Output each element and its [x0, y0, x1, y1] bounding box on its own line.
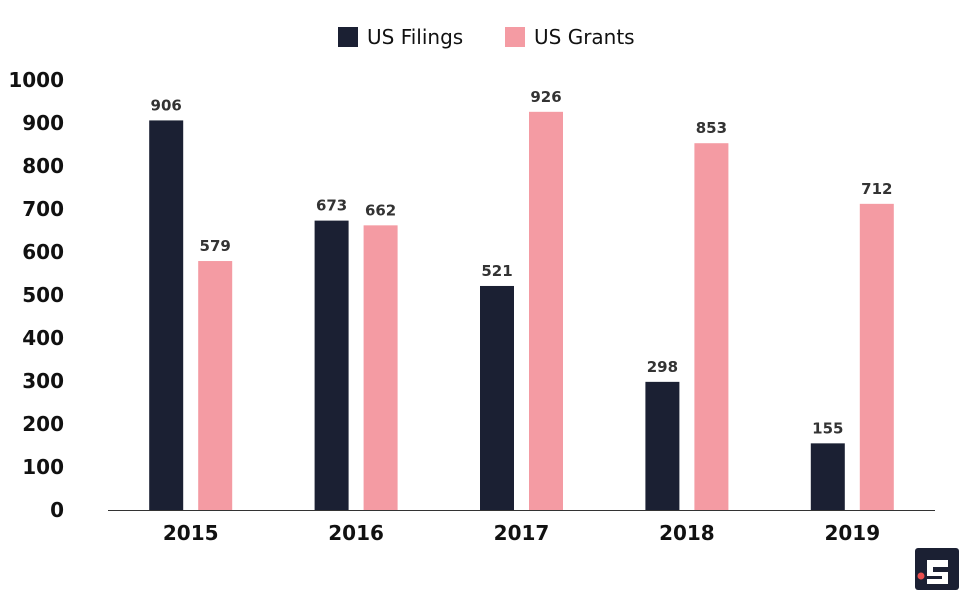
bar-2015-1 — [149, 120, 184, 511]
x-axis: 2015 2016 2017 2018 2019 — [108, 510, 935, 545]
data-label-2018-1: 298 — [647, 358, 678, 376]
data-label-2015-1: 906 — [151, 96, 182, 114]
y-axis: 0 100 200 300 400 500 600 700 800 900 1000 — [8, 68, 64, 522]
x-tick-label-2016: 2016 — [328, 521, 384, 545]
legend: US Filings US Grants — [338, 25, 635, 49]
y-tick-label: 900 — [22, 111, 64, 135]
legend-swatch-2 — [505, 27, 525, 47]
y-tick-label: 100 — [22, 455, 64, 479]
legend-label-1: US Filings — [367, 25, 463, 49]
x-tick-label-2019: 2019 — [824, 521, 880, 545]
bar-2019-1 — [810, 443, 845, 510]
bars — [149, 111, 894, 511]
data-label-2017-2: 926 — [530, 88, 561, 106]
data-label-2019-1: 155 — [812, 419, 843, 437]
x-tick-label-2018: 2018 — [659, 521, 715, 545]
y-tick-label: 0 — [50, 498, 64, 522]
bar-2017-2 — [529, 111, 563, 510]
bar-2018-2 — [694, 143, 729, 510]
y-tick-label: 1000 — [8, 68, 64, 92]
data-label-2018-2: 853 — [696, 119, 727, 137]
y-tick-label: 300 — [22, 369, 64, 393]
legend-label-2: US Grants — [534, 25, 635, 49]
logo-s-mark — [927, 560, 948, 584]
bar-2017-1 — [480, 285, 514, 510]
x-tick-label-2015: 2015 — [163, 521, 219, 545]
y-tick-label: 500 — [22, 283, 64, 307]
bar-2019-2 — [859, 203, 894, 510]
bar-2018-1 — [645, 381, 680, 510]
y-tick-label: 200 — [22, 412, 64, 436]
data-labels: 906 579 673 662 521 926 298 853 155 712 — [151, 88, 893, 438]
x-tick-label-2017: 2017 — [494, 521, 550, 545]
y-tick-label: 400 — [22, 326, 64, 350]
data-label-2017-1: 521 — [481, 262, 512, 280]
logo-dot — [917, 572, 925, 580]
data-label-2016-2: 662 — [365, 201, 396, 219]
bar-2016-2 — [363, 225, 398, 510]
y-tick-label: 800 — [22, 154, 64, 178]
legend-swatch-1 — [338, 27, 358, 47]
bar-2016-1 — [314, 220, 349, 511]
y-tick-label: 700 — [22, 197, 64, 221]
data-label-2015-2: 579 — [200, 237, 231, 255]
statista-logo-icon — [915, 548, 959, 590]
y-tick-label: 600 — [22, 240, 64, 264]
data-label-2019-2: 712 — [861, 180, 892, 198]
data-label-2016-1: 673 — [316, 197, 347, 215]
bar-2015-2 — [198, 261, 233, 510]
